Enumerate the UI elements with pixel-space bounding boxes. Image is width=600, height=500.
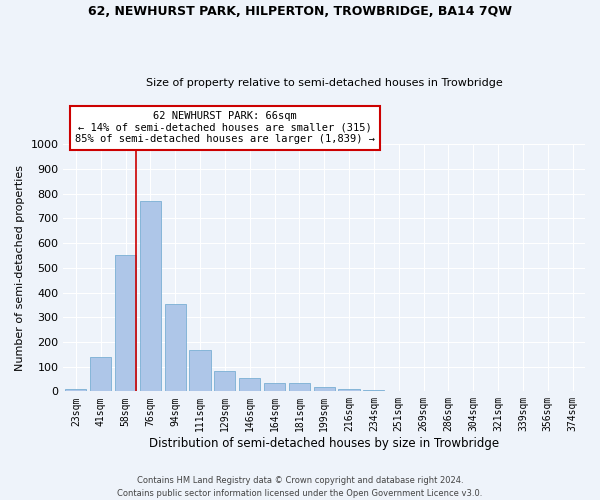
Bar (239, 378, 260, 392)
Title: Size of property relative to semi-detached houses in Trowbridge: Size of property relative to semi-detach… (146, 78, 503, 88)
X-axis label: Distribution of semi-detached houses by size in Trowbridge: Distribution of semi-detached houses by … (149, 437, 499, 450)
Text: 62, NEWHURST PARK, HILPERTON, TROWBRIDGE, BA14 7QW: 62, NEWHURST PARK, HILPERTON, TROWBRIDGE… (88, 5, 512, 18)
Bar (140, 201, 161, 392)
Bar (289, 382, 310, 392)
Bar (164, 304, 186, 392)
Bar (364, 390, 385, 392)
Bar (115, 256, 136, 392)
Text: Contains HM Land Registry data © Crown copyright and database right 2024.
Contai: Contains HM Land Registry data © Crown c… (118, 476, 482, 498)
Bar (65, 390, 86, 392)
Bar (214, 371, 235, 392)
Bar (190, 350, 211, 392)
Y-axis label: Number of semi-detached properties: Number of semi-detached properties (15, 165, 25, 371)
Bar (338, 389, 359, 392)
Text: 62 NEWHURST PARK: 66sqm
← 14% of semi-detached houses are smaller (315)
85% of s: 62 NEWHURST PARK: 66sqm ← 14% of semi-de… (75, 111, 375, 144)
Bar (90, 357, 111, 392)
Bar (314, 387, 335, 392)
Bar (264, 382, 285, 392)
